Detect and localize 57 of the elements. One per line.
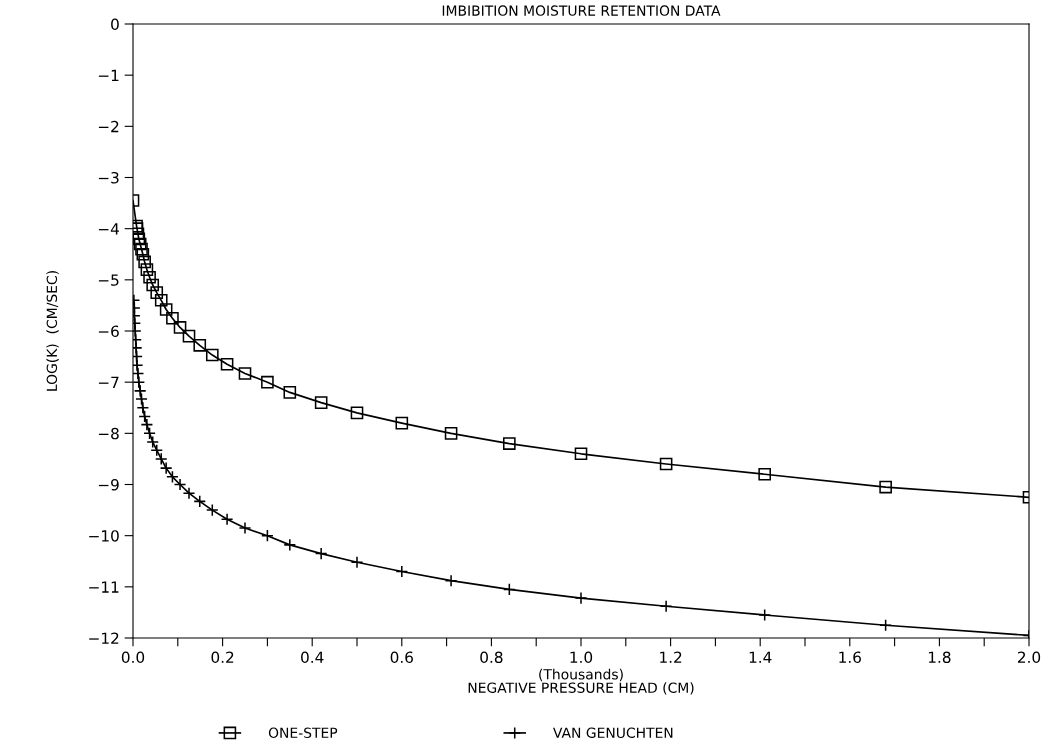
point (283, 386, 297, 399)
x-tick-label: 1.4 (749, 651, 772, 663)
point (350, 406, 364, 420)
point (758, 467, 772, 481)
y-tick-label: −8 (98, 427, 119, 440)
point (659, 457, 673, 471)
point (166, 311, 179, 325)
x-tick-label: 1.2 (660, 651, 682, 663)
y-tick-label: −6 (98, 325, 119, 338)
point (133, 237, 147, 251)
point (444, 427, 458, 440)
legend-label: VAN GENUCHTEN (553, 727, 673, 738)
y-tick-label: −5 (98, 274, 119, 286)
point (138, 255, 151, 269)
point (136, 247, 150, 261)
point (574, 447, 588, 461)
point (314, 396, 328, 409)
point (135, 242, 148, 256)
chart-title: IMBIBITION MOISTURE RETENTION DATA (442, 5, 721, 16)
point (146, 278, 160, 292)
point (261, 375, 274, 389)
y-tick-label: −1 (98, 69, 119, 81)
x-tick-label: 0.2 (211, 651, 234, 664)
y-tick-label: −9 (98, 478, 119, 491)
y-tick-label: −10 (89, 530, 119, 542)
x-tick-label: 0.8 (480, 651, 503, 664)
x-tick-label: 1.0 (570, 651, 593, 664)
x-tick-label: 2.0 (1017, 651, 1041, 664)
point (238, 367, 252, 380)
y-tick-label: 0 (111, 18, 119, 31)
point (173, 321, 187, 334)
y-tick-label: −12 (89, 632, 119, 644)
x-tick-label: 1.6 (839, 651, 861, 664)
x-axis-title: (Thousands) NEGATIVE PRESSURE HEAD (CM) (468, 668, 694, 695)
point (502, 437, 516, 450)
x-tick-label: 0.6 (390, 651, 413, 664)
point (193, 339, 207, 352)
point (143, 270, 156, 284)
y-tick-label: −3 (98, 171, 119, 184)
point (150, 286, 164, 299)
y-tick-label: −11 (89, 581, 119, 593)
y-tick-label: −4 (98, 223, 119, 235)
y-axis-title: LOG(K) (CM/SEC) (46, 271, 59, 391)
legend-label: ONE-STEP (268, 727, 338, 738)
point (140, 263, 154, 276)
x-tick-label: 0.4 (301, 651, 324, 664)
point (182, 329, 196, 343)
point (159, 303, 173, 316)
point (205, 348, 219, 362)
y-tick-label: −7 (98, 376, 119, 388)
point (154, 293, 168, 307)
point (879, 480, 892, 494)
y-tick-label: −2 (98, 120, 119, 133)
point (395, 416, 409, 430)
x-tick-label: 0.0 (121, 651, 145, 664)
x-tick-label: 1.8 (928, 651, 951, 664)
point (220, 357, 234, 371)
